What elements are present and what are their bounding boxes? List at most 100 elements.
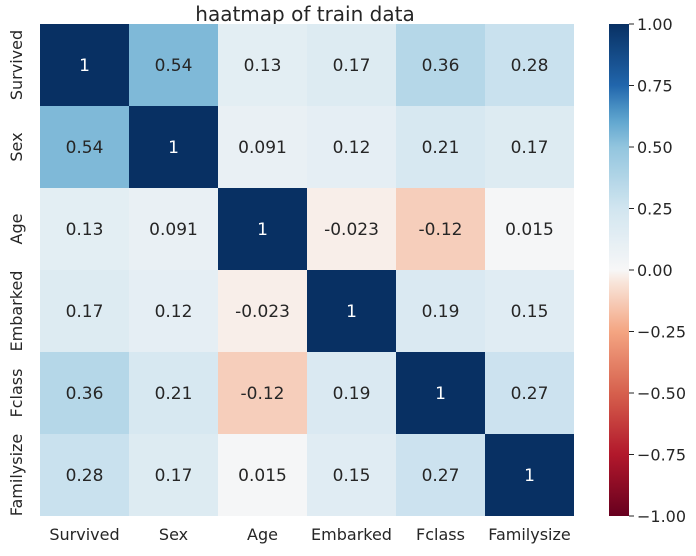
heatmap-cell [307,24,396,106]
colorbar-tick-label: −0.75 [637,446,686,465]
heatmap-cell [307,188,396,270]
cell-value-label: 0.091 [149,220,198,240]
heatmap-cell [396,352,485,434]
cell-value-label: 0.17 [66,302,104,322]
y-tick-label: Familysize [7,434,26,517]
x-tick-label: Survived [49,525,119,544]
y-tick-label: Age [7,214,26,245]
x-tick-label: Embarked [311,525,392,544]
cell-value-label: 0.015 [238,466,287,486]
heatmap-cells: 1 0.54 0.13 0.17 0.36 0.28 0.54 1 0.091 0.12 0.21 0… [40,24,574,516]
cell-value-label: 0.19 [333,384,371,404]
colorbar-tick-label: 0.50 [637,138,673,157]
x-tick-label: Age [247,525,278,544]
cell-value-label: 0.015 [505,220,554,240]
heatmap-cell [40,106,129,188]
heatmap-cell [129,188,218,270]
heatmap-cell [307,106,396,188]
heatmap-cell [218,106,307,188]
cell-value-label: -0.12 [241,384,285,404]
heatmap-cell [485,270,574,352]
heatmap-cell [307,270,396,352]
heatmap-cell [396,270,485,352]
cell-value-label: -0.023 [235,302,290,322]
colorbar: 1.00 0.75 0.50 0.25 0.00 −0.25 −0.50 −0.75 −1.00 [609,15,686,526]
y-tick-label: Embarked [7,271,26,352]
cell-value-label: 0.54 [155,56,193,76]
heatmap-cell [129,106,218,188]
cell-value-label: 0.27 [511,384,549,404]
cell-value-label: 0.17 [511,138,549,158]
heatmap-cell [40,352,129,434]
cell-value-label: 1 [168,138,179,158]
cell-value-label: 0.12 [155,302,193,322]
heatmap-cell [218,352,307,434]
cell-value-label: 0.21 [155,384,193,404]
chart-title: haatmap of train data [195,2,414,26]
cell-value-label: 1 [524,466,535,486]
cell-value-label: 0.17 [155,466,193,486]
colorbar-tick-label: −0.25 [637,323,686,342]
cell-value-label: -0.023 [324,220,379,240]
heatmap-cell [40,270,129,352]
cell-value-label: 0.19 [422,302,460,322]
heatmap-cell [218,24,307,106]
cell-value-label: 1 [435,384,446,404]
heatmap-cell [129,24,218,106]
heatmap-cell [40,24,129,106]
heatmap-cell [129,352,218,434]
cell-value-label: 0.15 [511,302,549,322]
heatmap-cell [307,434,396,516]
cell-value-label: 0.13 [66,220,104,240]
y-tick-label: Fclass [7,369,26,418]
colorbar-gradient [609,24,629,516]
y-tick-label: Sex [7,132,26,161]
colorbar-tick-label: −0.50 [637,384,686,403]
cell-value-label: 1 [79,56,90,76]
cell-value-label: 1 [346,302,357,322]
heatmap-cell [218,270,307,352]
heatmap-cell [485,24,574,106]
cell-value-label: 0.091 [238,138,287,158]
cell-value-label: 0.12 [333,138,371,158]
colorbar-tick-label: −1.00 [637,507,686,526]
colorbar-tick-label: 0.25 [637,200,673,219]
heatmap-cell [218,188,307,270]
cell-value-label: 0.13 [244,56,282,76]
y-tick-label: Survived [7,30,26,100]
x-tick-label: Fclass [416,525,465,544]
colorbar-tick-label: 0.00 [637,261,673,280]
cell-value-label: -0.12 [419,220,463,240]
heatmap-cell [218,434,307,516]
x-tick-label: Sex [159,525,188,544]
cell-value-label: 1 [257,220,268,240]
cell-value-label: 0.36 [422,56,460,76]
heatmap-cell [396,106,485,188]
heatmap-cell [485,434,574,516]
cell-value-label: 0.17 [333,56,371,76]
heatmap-cell [40,188,129,270]
heatmap-cell [485,352,574,434]
cell-value-label: 0.15 [333,466,371,486]
heatmap-cell [485,106,574,188]
heatmap-cell [485,188,574,270]
heatmap-cell [307,352,396,434]
x-tick-label: Familysize [488,525,571,544]
heatmap-cell [396,188,485,270]
cell-value-label: 0.28 [66,466,104,486]
cell-value-label: 0.28 [511,56,549,76]
heatmap-cell [396,24,485,106]
heatmap-cell [129,270,218,352]
cell-value-label: 0.21 [422,138,460,158]
x-tick-labels: Survived Sex Age Embarked Fclass Familysize [49,525,570,544]
colorbar-tick-label: 1.00 [637,15,673,34]
heatmap-cell [40,434,129,516]
heatmap-cell [129,434,218,516]
heatmap-cell [396,434,485,516]
y-tick-labels: Survived Sex Age Embarked Fclass Familysize [7,30,26,516]
colorbar-tick-label: 0.75 [637,77,673,96]
cell-value-label: 0.54 [66,138,104,158]
cell-value-label: 0.27 [422,466,460,486]
cell-value-label: 0.36 [66,384,104,404]
